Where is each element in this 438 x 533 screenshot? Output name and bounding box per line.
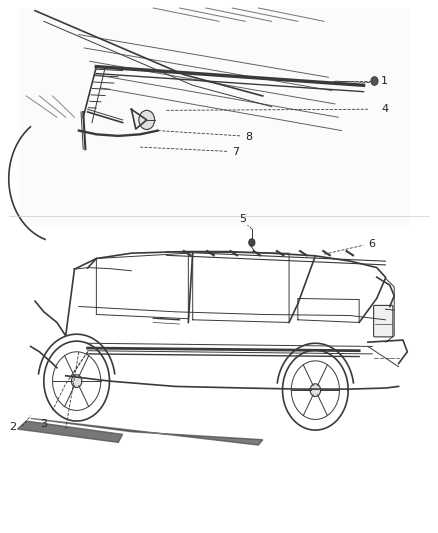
- Circle shape: [139, 110, 155, 130]
- Polygon shape: [18, 421, 123, 442]
- Circle shape: [371, 77, 378, 85]
- Text: 6: 6: [368, 239, 375, 248]
- Text: 2: 2: [10, 423, 17, 432]
- Text: 3: 3: [40, 419, 47, 429]
- Circle shape: [71, 375, 82, 387]
- Text: 8: 8: [245, 132, 252, 142]
- Text: 1: 1: [381, 76, 388, 86]
- Circle shape: [249, 239, 255, 246]
- Polygon shape: [131, 109, 147, 129]
- Polygon shape: [31, 418, 263, 445]
- Text: 5: 5: [240, 214, 247, 224]
- FancyBboxPatch shape: [374, 305, 393, 337]
- Text: 4: 4: [381, 104, 388, 114]
- Circle shape: [310, 384, 321, 397]
- Text: 7: 7: [232, 148, 239, 157]
- FancyBboxPatch shape: [20, 8, 410, 227]
